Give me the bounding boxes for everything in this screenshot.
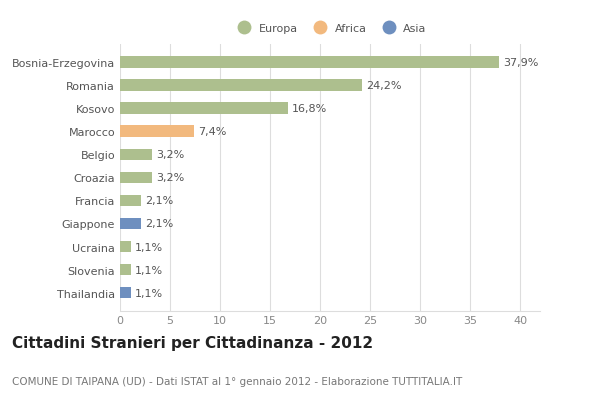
- Text: 1,1%: 1,1%: [135, 242, 163, 252]
- Text: 3,2%: 3,2%: [156, 173, 184, 183]
- Text: Cittadini Stranieri per Cittadinanza - 2012: Cittadini Stranieri per Cittadinanza - 2…: [12, 335, 373, 351]
- Bar: [120, 218, 141, 230]
- Bar: [120, 195, 141, 207]
- Text: 16,8%: 16,8%: [292, 104, 327, 114]
- Text: COMUNE DI TAIPANA (UD) - Dati ISTAT al 1° gennaio 2012 - Elaborazione TUTTITALIA: COMUNE DI TAIPANA (UD) - Dati ISTAT al 1…: [12, 376, 462, 386]
- Text: 1,1%: 1,1%: [135, 265, 163, 275]
- Text: 2,1%: 2,1%: [145, 219, 173, 229]
- Text: 24,2%: 24,2%: [366, 81, 401, 91]
- Text: 1,1%: 1,1%: [135, 288, 163, 298]
- Bar: [120, 172, 152, 184]
- Text: 37,9%: 37,9%: [503, 58, 538, 68]
- Bar: [120, 149, 152, 161]
- Bar: [120, 103, 288, 115]
- Bar: [120, 287, 131, 299]
- Bar: [120, 57, 499, 69]
- Bar: [120, 126, 194, 138]
- Legend: Europa, Africa, Asia: Europa, Africa, Asia: [233, 24, 427, 34]
- Text: 3,2%: 3,2%: [156, 150, 184, 160]
- Bar: [120, 80, 362, 92]
- Text: 2,1%: 2,1%: [145, 196, 173, 206]
- Text: 7,4%: 7,4%: [198, 127, 226, 137]
- Bar: [120, 264, 131, 276]
- Bar: [120, 241, 131, 253]
